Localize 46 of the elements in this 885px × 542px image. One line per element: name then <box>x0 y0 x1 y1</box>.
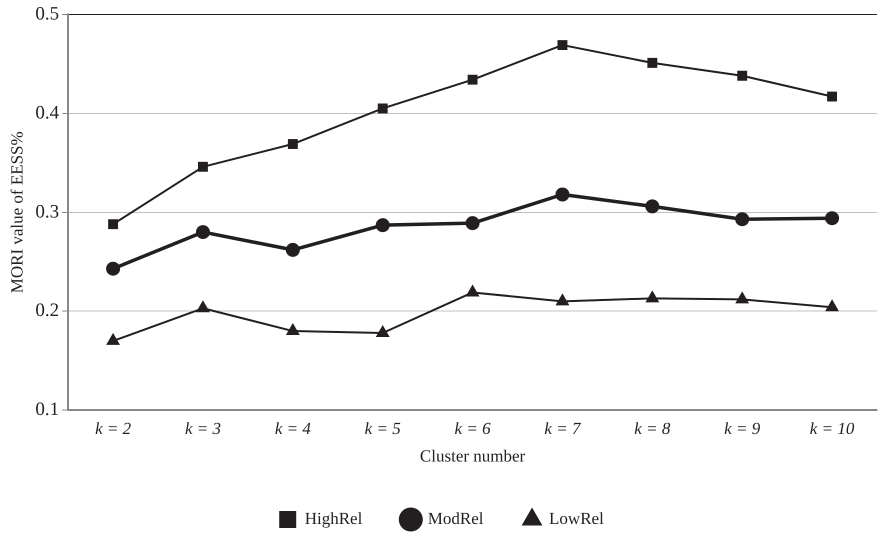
y-axis-title: MORI value of EESS% <box>8 131 27 294</box>
point <box>198 162 208 172</box>
x-tick-label: k = 9 <box>724 418 761 438</box>
x-tick-label: k = 3 <box>184 418 221 438</box>
point <box>468 74 478 85</box>
point <box>286 323 300 336</box>
point <box>556 293 570 306</box>
point <box>825 299 839 312</box>
y-tick-label: 0.2 <box>35 300 60 322</box>
point <box>737 70 748 81</box>
point <box>378 103 388 114</box>
x-tick-label: k = 8 <box>634 418 671 438</box>
point <box>376 218 390 232</box>
point <box>108 219 118 230</box>
point <box>466 216 480 230</box>
point <box>735 291 750 304</box>
legend-label: LowRel <box>549 508 604 528</box>
point <box>825 211 840 226</box>
point <box>557 40 568 50</box>
x-tick-label: k = 6 <box>454 418 492 438</box>
point <box>286 242 300 257</box>
point <box>827 92 838 102</box>
point <box>466 284 480 296</box>
y-tick-label: 0.3 <box>35 201 60 222</box>
legend-label: HighRel <box>304 508 363 528</box>
x-tick-label: k = 5 <box>364 418 401 438</box>
x-axis-title: Cluster number <box>420 446 526 466</box>
y-tick-label: 0.4 <box>35 102 60 124</box>
point <box>647 58 658 68</box>
point <box>645 199 660 214</box>
point <box>106 262 120 276</box>
y-tick-label: 0.5 <box>35 3 60 24</box>
point <box>106 332 120 345</box>
x-tick-label: k = 4 <box>274 418 312 438</box>
point <box>196 225 210 240</box>
x-tick-label: k = 7 <box>544 418 582 438</box>
y-tick-label: 0.1 <box>35 399 60 420</box>
point <box>555 187 570 202</box>
point <box>376 325 390 338</box>
point <box>645 290 660 302</box>
point <box>735 212 750 226</box>
point <box>288 139 298 149</box>
x-tick-label: k = 2 <box>95 418 132 438</box>
legend-label: ModRel <box>428 508 484 528</box>
x-tick-label: k = 10 <box>810 418 855 438</box>
point <box>196 300 210 312</box>
